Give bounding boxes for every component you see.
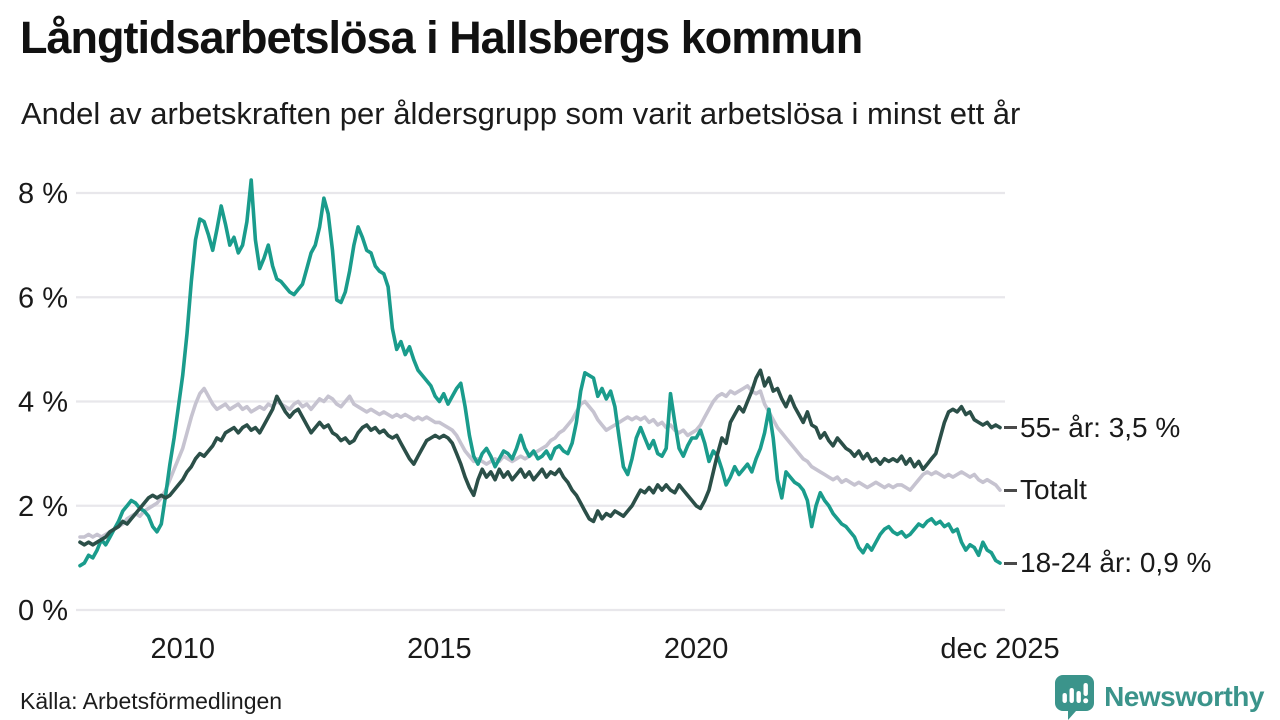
x-tick-label: dec 2025: [940, 633, 1059, 665]
newsworthy-bubble-icon: [1055, 675, 1095, 720]
series-line-18-24 år: [78, 178, 1002, 568]
legend-label-55-ar: 55- år: 3,5 %: [1020, 411, 1181, 443]
y-tick-label: 0 %: [18, 595, 68, 627]
series-line-55- år: [78, 368, 1002, 547]
y-tick-label: 2 %: [18, 491, 68, 523]
legend-connector-totalt: [1004, 488, 1017, 492]
legend-connector-18-24-ar: [1004, 561, 1017, 565]
x-tick-label: 2020: [664, 633, 729, 665]
y-tick-label: 6 %: [18, 282, 68, 314]
legend-item-55-ar: 55- år: 3,5 %: [1004, 411, 1180, 445]
newsworthy-wordmark: Newsworthy: [1104, 681, 1264, 712]
y-tick-label: 4 %: [18, 387, 68, 419]
x-tick-label: 2015: [407, 633, 472, 665]
x-tick-label: 2010: [150, 633, 215, 665]
newsworthy-logo: Newsworthy: [1054, 674, 1264, 720]
legend-label-18-24-ar: 18-24 år: 0,9 %: [1020, 547, 1212, 579]
legend-label-totalt: Totalt: [1020, 474, 1087, 506]
series-line-Totalt: [78, 384, 1002, 539]
source-note: Källa: Arbetsförmedlingen: [20, 688, 283, 714]
page-title: Långtidsarbetslösa i Hallsbergs kommun: [20, 12, 863, 63]
legend-connector-55-ar: [1004, 426, 1017, 430]
page-subtitle: Andel av arbetskraften per åldersgrupp s…: [21, 96, 1021, 131]
legend-item-totalt: Totalt: [1004, 473, 1087, 507]
legend-item-18-24-ar: 18-24 år: 0,9 %: [1004, 546, 1211, 580]
y-tick-label: 8 %: [18, 178, 68, 210]
